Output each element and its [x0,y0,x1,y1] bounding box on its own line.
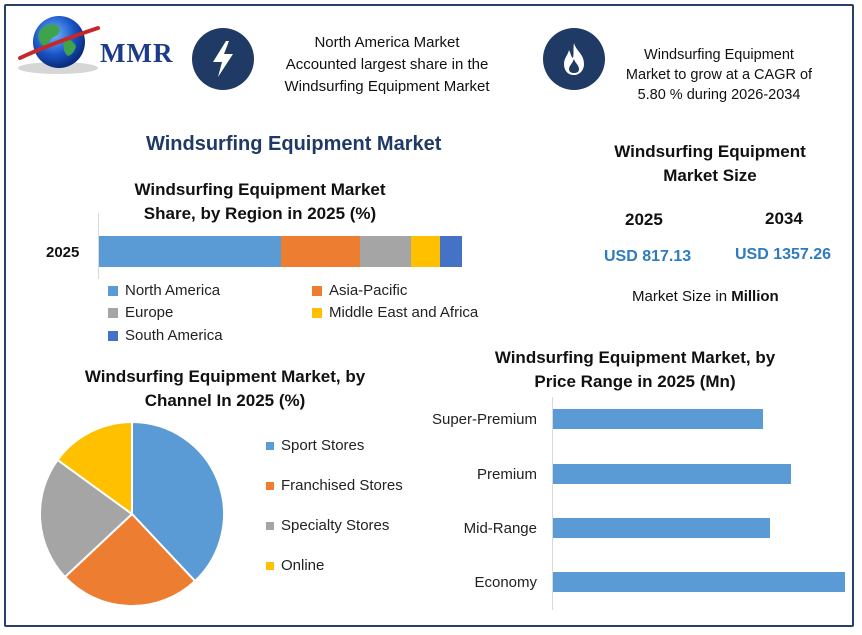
channel-pie-chart [39,420,225,607]
stack-segment-south-america [440,236,462,267]
region-chart-title-line: Windsurfing Equipment Market [134,180,386,199]
market-size-title: Windsurfing Equipment Market Size [590,140,830,188]
legend-swatch [266,441,274,450]
legend-swatch [266,481,274,490]
price-bars [553,397,853,610]
legend-label: Online [281,557,325,574]
region-axis-line [98,213,99,279]
page-title: Windsurfing Equipment Market [146,133,442,155]
infographic-frame [4,4,854,627]
legend-item-middle-east-africa: Middle East and Africa [312,304,478,321]
market-size-unit-note: Market Size in Million [632,288,779,305]
legend-swatch [312,307,322,318]
price-bar-super-premium [553,409,763,429]
price-category-label: Super-Premium [431,411,537,428]
price-bar-mid-range [553,518,771,538]
legend-item-north-america: North America [108,282,220,299]
legend-label: Asia-Pacific [329,282,408,299]
badge1-line: North America Market [314,34,460,51]
globe-icon [18,16,100,74]
legend-swatch [312,285,322,296]
legend-label: Europe [125,304,174,321]
channel-chart-title-line: Windsurfing Equipment Market, by [84,367,366,386]
pie-slice-online [56,420,133,516]
channel-chart-title-line: Channel In 2025 (%) [144,391,306,410]
badge1-line: Accounted largest share in the [285,56,489,73]
price-bar-premium [553,464,791,484]
legend-swatch [108,285,118,296]
price-category-label: Premium [476,466,537,483]
badge2-line: 5.80 % during 2026-2034 [637,87,801,103]
legend-item-europe: Europe [108,304,173,321]
legend-swatch [108,307,118,318]
logo-text: MMR [100,38,174,68]
price-chart-title: Windsurfing Equipment Market, by Price R… [470,346,800,394]
region-stacked-bar [99,236,462,267]
stack-segment-asia-pacific [280,236,361,267]
price-chart-title-line: Windsurfing Equipment Market, by [494,348,776,367]
legend-item-specialty-stores: Specialty Stores [266,517,389,534]
price-category-label: Economy [474,574,537,591]
pie-slice-specialty-stores [39,458,134,579]
badge-lightning [192,28,254,90]
price-axis-line [552,397,553,610]
market-size-title-line: Windsurfing Equipment [614,142,806,161]
stack-segment-north-america [99,236,281,267]
legend-label: Sport Stores [281,437,365,454]
legend-item-sport-stores: Sport Stores [266,437,364,454]
flame-icon [564,43,584,75]
market-size-2025-value: USD 817.13 [604,248,692,265]
legend-label: North America [125,282,221,299]
year-2034-label: 2034 [765,209,803,228]
badge2-text: Windsurfing Equipment Market to grow at … [608,45,830,105]
badge-flame [543,28,605,90]
market-size-2034-value: USD 1357.26 [735,246,832,263]
price-chart-title-line: Price Range in 2025 (Mn) [534,372,736,391]
legend-swatch [108,330,118,341]
price-bar-economy [553,572,845,592]
lightning-bolt-icon [213,41,233,77]
unit-note-bold: Million [731,288,779,305]
year-2025-label: 2025 [625,210,663,229]
legend-item-south-america: South America [108,327,223,344]
market-size-title-line: Market Size [663,166,757,185]
pie-slice-sport-stores [131,420,225,583]
legend-item-franchised-stores: Franchised Stores [266,477,403,494]
badge1-text: North America Market Accounted largest s… [264,32,510,98]
legend-label: South America [125,327,223,344]
legend-label: Franchised Stores [281,477,403,494]
price-category-label: Mid-Range [463,520,537,537]
legend-swatch [266,521,274,530]
legend-swatch [266,561,274,570]
region-chart-title: Windsurfing Equipment Market Share, by R… [100,178,420,226]
legend-item-online: Online [266,557,324,574]
legend-label: Specialty Stores [281,517,390,534]
region-category-label: 2025 [46,244,80,261]
pie-slice-franchised-stores [63,512,197,607]
stack-segment-middle-east-and-africa [411,236,441,267]
badge2-line: Windsurfing Equipment [644,47,794,63]
legend-item-asia-pacific: Asia-Pacific [312,282,407,299]
badge1-line: Windsurfing Equipment Market [284,78,490,95]
region-chart-title-line: Share, by Region in 2025 (%) [143,204,377,223]
legend-label: Middle East and Africa [329,304,479,321]
unit-note-prefix: Market Size in [632,288,732,305]
mmr-logo: MMR [14,10,184,80]
badge2-line: Market to grow at a CAGR of [625,67,813,83]
stack-segment-europe [360,236,412,267]
channel-chart-title: Windsurfing Equipment Market, by Channel… [60,365,390,413]
